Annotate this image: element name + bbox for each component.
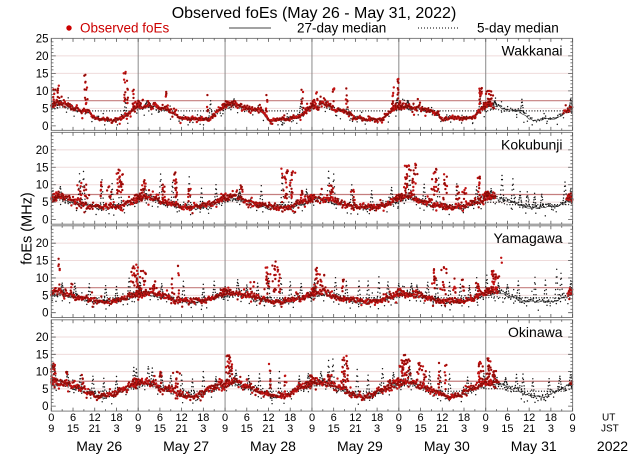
svg-text:May 26: May 26: [76, 438, 122, 454]
svg-text:0: 0: [48, 412, 54, 424]
svg-text:18: 18: [284, 412, 296, 424]
svg-text:12: 12: [436, 412, 448, 424]
svg-text:5: 5: [42, 290, 48, 302]
svg-text:20: 20: [36, 51, 49, 63]
svg-text:10: 10: [36, 367, 49, 379]
svg-text:Kokubunji: Kokubunji: [501, 136, 563, 152]
svg-text:10: 10: [36, 273, 49, 285]
svg-text:18: 18: [197, 412, 209, 424]
svg-text:Observed foEs (May 26 - May 31: Observed foEs (May 26 - May 31, 2022): [172, 5, 457, 22]
svg-text:15: 15: [36, 349, 49, 361]
svg-text:9: 9: [222, 423, 228, 435]
svg-text:9: 9: [396, 423, 402, 435]
svg-text:15: 15: [501, 423, 513, 435]
svg-text:3: 3: [374, 423, 380, 435]
svg-text:3: 3: [287, 423, 293, 435]
svg-text:6: 6: [504, 412, 510, 424]
svg-text:15: 15: [36, 256, 49, 268]
svg-text:9: 9: [570, 423, 576, 435]
svg-text:3: 3: [113, 423, 119, 435]
svg-text:15: 15: [36, 162, 49, 174]
svg-text:0: 0: [42, 308, 48, 320]
svg-text:5: 5: [42, 197, 48, 209]
svg-text:0: 0: [42, 401, 48, 413]
svg-text:15: 15: [67, 423, 79, 435]
svg-text:21: 21: [89, 423, 101, 435]
svg-text:12: 12: [262, 412, 274, 424]
svg-text:May 29: May 29: [337, 438, 383, 454]
svg-text:12: 12: [175, 412, 187, 424]
svg-text:6: 6: [418, 412, 424, 424]
svg-text:0: 0: [42, 215, 48, 227]
svg-text:0: 0: [309, 412, 315, 424]
svg-text:21: 21: [262, 423, 274, 435]
svg-text:JST: JST: [601, 424, 619, 435]
svg-text:5: 5: [42, 384, 48, 396]
svg-text:9: 9: [483, 423, 489, 435]
svg-text:foEs (MHz): foEs (MHz): [20, 192, 36, 265]
svg-text:15: 15: [414, 423, 426, 435]
svg-text:Okinawa: Okinawa: [508, 324, 563, 340]
svg-text:May 30: May 30: [424, 438, 470, 454]
svg-text:3: 3: [548, 423, 554, 435]
svg-text:5-day median: 5-day median: [477, 21, 559, 36]
svg-text:20: 20: [36, 238, 49, 250]
svg-text:9: 9: [309, 423, 315, 435]
svg-text:May 28: May 28: [250, 438, 296, 454]
svg-text:May 31: May 31: [511, 438, 557, 454]
svg-text:0: 0: [396, 412, 402, 424]
svg-text:15: 15: [154, 423, 166, 435]
svg-text:10: 10: [36, 86, 49, 98]
svg-text:Yamagawa: Yamagawa: [493, 230, 562, 246]
svg-text:6: 6: [157, 412, 163, 424]
svg-text:6: 6: [331, 412, 337, 424]
svg-text:0: 0: [570, 412, 576, 424]
svg-text:0: 0: [222, 412, 228, 424]
svg-text:15: 15: [241, 423, 253, 435]
svg-text:15: 15: [36, 68, 49, 80]
svg-text:2022: 2022: [597, 438, 628, 454]
svg-text:21: 21: [349, 423, 361, 435]
svg-text:18: 18: [458, 412, 470, 424]
svg-text:3: 3: [200, 423, 206, 435]
svg-text:0: 0: [42, 121, 48, 133]
svg-text:6: 6: [244, 412, 250, 424]
svg-text:10: 10: [36, 180, 49, 192]
svg-text:9: 9: [135, 423, 141, 435]
svg-text:Wakkanai: Wakkanai: [502, 42, 563, 58]
svg-text:21: 21: [436, 423, 448, 435]
svg-text:0: 0: [483, 412, 489, 424]
svg-text:May 27: May 27: [163, 438, 209, 454]
svg-text:12: 12: [349, 412, 361, 424]
svg-text:18: 18: [371, 412, 383, 424]
svg-text:21: 21: [175, 423, 187, 435]
svg-text:UT: UT: [602, 413, 615, 424]
svg-text:12: 12: [523, 412, 535, 424]
svg-text:6: 6: [70, 412, 76, 424]
svg-text:20: 20: [36, 145, 49, 157]
svg-text:5: 5: [42, 103, 48, 115]
svg-text:12: 12: [89, 412, 101, 424]
svg-text:15: 15: [328, 423, 340, 435]
svg-text:3: 3: [461, 423, 467, 435]
svg-text:9: 9: [48, 423, 54, 435]
svg-text:25: 25: [36, 33, 49, 45]
svg-text:21: 21: [523, 423, 535, 435]
svg-text:18: 18: [545, 412, 557, 424]
svg-text:18: 18: [110, 412, 122, 424]
svg-text:Observed foEs: Observed foEs: [80, 21, 170, 36]
svg-text:27-day median: 27-day median: [297, 21, 386, 36]
svg-text:0: 0: [135, 412, 141, 424]
svg-text:20: 20: [36, 332, 49, 344]
